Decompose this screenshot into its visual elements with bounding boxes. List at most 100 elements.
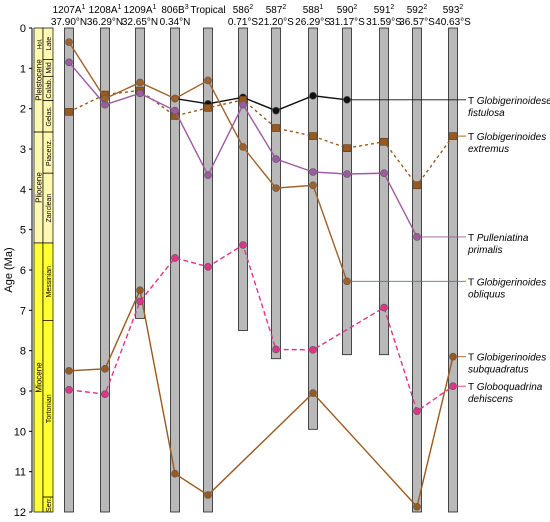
data-point <box>171 106 179 115</box>
series-lines <box>65 38 457 511</box>
site-latitude: 21.20°S <box>258 17 294 28</box>
holocene-label: Hol. <box>38 38 44 49</box>
data-point <box>204 262 212 271</box>
stage-label: Calab. <box>46 78 53 98</box>
stage-label: Mid <box>46 62 53 73</box>
site-name: 5862 <box>233 4 254 16</box>
series-label: T Pulleniatina <box>468 233 529 244</box>
data-point <box>204 76 212 85</box>
data-point <box>413 502 421 511</box>
y-tick-label: 6 <box>20 265 26 277</box>
data-point <box>65 108 73 116</box>
data-point <box>136 297 144 306</box>
data-point <box>272 345 280 354</box>
site-name: 5932 <box>443 4 464 16</box>
site-latitude: 36.29°N <box>87 17 123 28</box>
site-column <box>135 27 145 319</box>
stage-label: Messinian <box>46 266 53 298</box>
series-line <box>68 89 454 187</box>
series-label: T Globigerinoidesella <box>468 96 550 107</box>
series-line <box>174 95 348 112</box>
y-axis-label: Age (Ma) <box>3 247 15 292</box>
data-point <box>272 124 280 132</box>
data-point <box>239 100 247 109</box>
site-latitude: 31.59°S <box>366 17 402 28</box>
series-label-species: primalis <box>467 245 502 256</box>
site-name: 5912 <box>374 4 395 16</box>
data-point <box>309 346 317 354</box>
series-line <box>68 243 454 413</box>
y-tick-label: 8 <box>20 346 26 358</box>
data-point <box>380 137 388 146</box>
site-column <box>412 27 422 513</box>
stratigraphy-column: Pleistocene Pliocene Miocene Late Mid Calab. G… <box>33 27 54 513</box>
site-column <box>308 27 318 430</box>
series-label-species: subquadratus <box>468 365 529 376</box>
site-column <box>238 27 248 331</box>
data-point <box>380 303 388 312</box>
y-tick-label: 10 <box>14 426 26 438</box>
series-label-species: fistulosa <box>468 108 505 119</box>
site-name: Tropical <box>190 5 225 16</box>
stage-label: Tortonian <box>46 394 53 423</box>
series-label: T Globigerinoides <box>468 132 546 143</box>
series-line <box>68 287 454 509</box>
y-tick-label: 11 <box>15 467 26 479</box>
data-point <box>239 143 247 151</box>
site-latitude: 26.29°S <box>295 17 331 28</box>
data-point <box>272 184 280 192</box>
site-column <box>100 27 110 513</box>
site-headers: 1207A137.90°N1208A136.29°N1209A132.65°N8… <box>51 4 471 28</box>
series-label: T Globigerinoides <box>468 353 546 364</box>
site-name: 1209A1 <box>124 4 157 16</box>
site-columns <box>64 27 458 513</box>
data-point <box>309 91 317 100</box>
y-tick-label: 0 <box>20 23 26 35</box>
data-point <box>171 94 179 103</box>
data-point <box>171 469 179 478</box>
data-point <box>272 106 280 115</box>
series-label-species: dehiscens <box>468 394 513 405</box>
data-point <box>136 286 144 294</box>
stage-label: Serr. <box>46 497 53 512</box>
data-point <box>101 94 109 103</box>
epoch-label: Pliocene <box>35 172 44 203</box>
site-column <box>170 27 180 513</box>
stage-label: Late <box>46 37 53 51</box>
site-column <box>64 27 74 513</box>
data-point <box>343 144 351 152</box>
y-tick-label: 1 <box>20 63 26 75</box>
data-point <box>101 390 109 399</box>
site-name: 1207A1 <box>53 4 86 16</box>
site-latitude: 32.65°N <box>122 17 158 28</box>
data-point <box>413 181 421 190</box>
site-column <box>448 27 458 513</box>
series-label-species: obliquus <box>468 289 505 300</box>
data-point <box>65 385 73 394</box>
data-point <box>65 367 73 375</box>
y-tick-label: 4 <box>20 184 26 196</box>
data-point <box>309 181 317 190</box>
site-name: 1208A1 <box>89 4 122 16</box>
site-latitude: 37.90°N <box>51 17 87 28</box>
data-point <box>309 168 317 176</box>
data-point <box>239 241 247 249</box>
stage-label: Gelas. <box>46 106 53 126</box>
data-point <box>171 254 179 262</box>
site-latitude: 0.34°N <box>160 17 191 28</box>
site-name: 5922 <box>407 4 428 16</box>
site-latitude: 40.63°S <box>435 17 471 28</box>
data-point <box>204 104 212 112</box>
series-label: T Globigerinoides <box>468 277 546 288</box>
data-point <box>204 171 212 180</box>
data-point <box>101 365 109 373</box>
site-name: 5902 <box>337 4 358 16</box>
data-point <box>413 407 421 415</box>
y-tick-label: 7 <box>20 305 26 317</box>
site-column <box>379 27 389 356</box>
y-tick-label: 5 <box>20 225 26 237</box>
site-latitude: 31.17°S <box>329 17 365 28</box>
y-tick-label: 9 <box>20 386 26 398</box>
